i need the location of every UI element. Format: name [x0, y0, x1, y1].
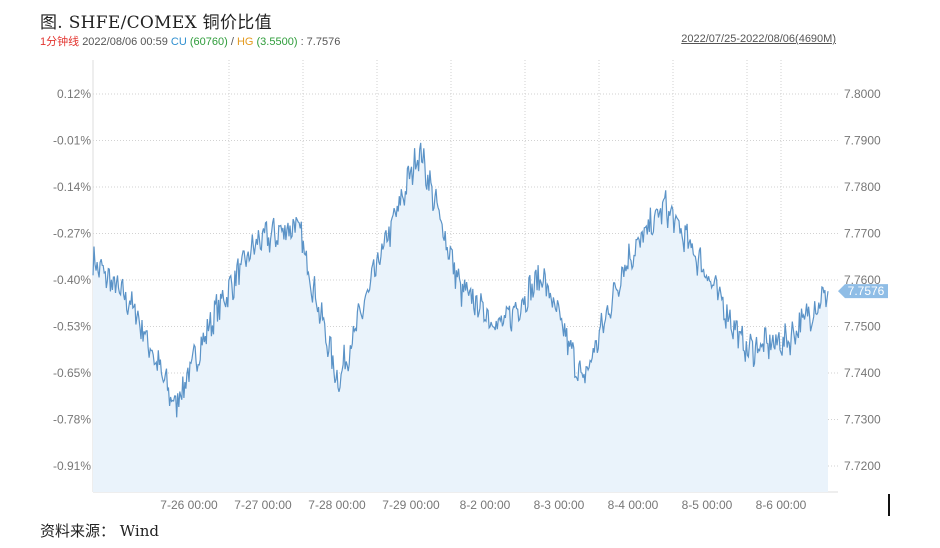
series-area [93, 142, 828, 492]
right-tick-label: 7.7500 [844, 320, 881, 334]
right-tick-label: 7.7600 [844, 273, 881, 287]
x-tick-label: 7-27 00:00 [234, 498, 292, 512]
x-tick-label: 8-4 00:00 [608, 498, 659, 512]
right-tick-label: 7.7700 [844, 227, 881, 241]
cu-value: (60760) [189, 36, 228, 48]
right-tick-label: 7.7200 [844, 459, 881, 473]
x-tick-label: 8-3 00:00 [534, 498, 585, 512]
left-tick-label: 0.12% [57, 87, 91, 101]
x-tick-label: 7-28 00:00 [308, 498, 366, 512]
right-tick-label: 7.7400 [844, 366, 881, 380]
left-tick-label: -0.91% [53, 459, 91, 473]
left-tick-label: -0.01% [53, 134, 91, 148]
x-tick-label: 8-5 00:00 [682, 498, 733, 512]
x-axis: 7-26 00:00 7-27 00:00 7-28 00:00 7-29 00:00… [160, 498, 806, 512]
date-range[interactable]: 2022/07/25-2022/08/06(4690M) [681, 33, 836, 45]
last-value-text: 7.7576 [848, 284, 885, 298]
x-tick-label: 8-2 00:00 [460, 498, 511, 512]
right-tick-label: 7.7800 [844, 180, 881, 194]
right-tick-label: 7.8000 [844, 87, 881, 101]
separator: / [230, 36, 234, 48]
left-tick-label: -0.40% [53, 273, 91, 287]
source-note: 资料来源： Wind [40, 522, 159, 540]
timestamp: 2022/08/06 00:59 [82, 36, 168, 48]
x-tick-label: 7-26 00:00 [160, 498, 218, 512]
chart-title: 图. SHFE/COMEX 铜价比值 [40, 13, 272, 33]
hg-label: HG [236, 36, 254, 48]
left-axis: 0.12% -0.01% -0.14% -0.27% -0.40% -0.53% -0.65… [53, 87, 91, 473]
ratio-value: : 7.7576 [300, 36, 341, 48]
x-tick-label: 8-6 00:00 [756, 498, 807, 512]
last-value-label: 7.7576 [838, 284, 888, 299]
left-tick-label: -0.53% [53, 320, 91, 334]
left-tick-label: -0.65% [53, 366, 91, 380]
x-tick-label: 7-29 00:00 [382, 498, 440, 512]
text-cursor [888, 494, 890, 516]
cu-label: CU [170, 36, 187, 48]
right-tick-label: 7.7900 [844, 134, 881, 148]
last-value-tag [838, 284, 888, 299]
left-tick-label: -0.27% [53, 227, 91, 241]
quote-info: 1分钟线 2022/08/06 00:59 CU (60760) / HG (3… [40, 33, 340, 49]
right-tick-label: 7.7300 [844, 413, 881, 427]
right-axis: 7.8000 7.7900 7.7800 7.7700 7.7600 7.7500 7.74… [844, 87, 881, 473]
interval-label[interactable]: 1分钟线 [40, 36, 80, 48]
hg-value: (3.5500) [256, 36, 298, 48]
left-tick-label: -0.78% [53, 413, 91, 427]
series-line [92, 142, 829, 418]
left-tick-label: -0.14% [53, 180, 91, 194]
